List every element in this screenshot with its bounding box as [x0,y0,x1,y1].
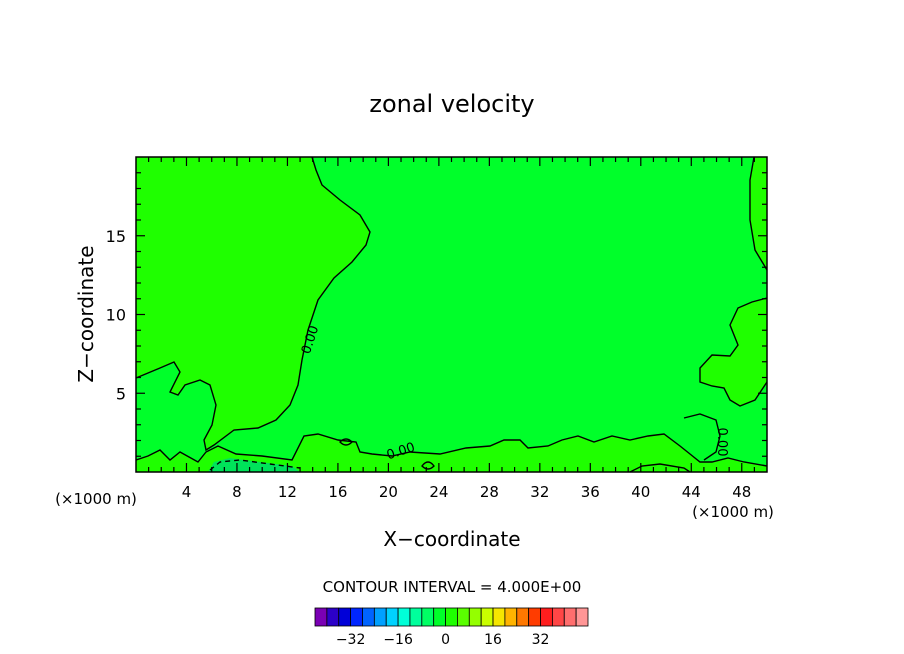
x-axis-ticks: 4 8 12 16 20 24 28 32 36 40 44 48 [148,157,755,501]
colorbar-tick-label: −32 [336,632,366,648]
colorbar-swatch [575,607,589,627]
colorbar-swatch [563,607,577,627]
small-closed-contour-2 [339,438,353,446]
zero-contour-right-lower [683,413,721,461]
x-unit-right: (×1000 m) [692,503,774,521]
y-axis-label: Z−coordinate [74,245,98,382]
chart-title: zonal velocity [369,90,534,118]
small-closed-contour-1 [421,461,435,470]
colorbar-swatch [350,607,363,627]
x-tick-label: 40 [631,483,650,501]
colorbar-swatch [516,607,530,627]
colorbar-swatch [421,607,435,627]
x-unit-left: (×1000 m) [55,490,137,508]
y-tick-label: 15 [106,227,126,246]
colorbar-swatch [540,607,553,627]
x-tick-label: 20 [379,483,398,501]
colorbar-swatch [397,607,411,627]
colorbar-swatch [326,607,340,627]
x-tick-label: 16 [328,483,347,501]
colorbar-swatch [373,607,387,627]
colorbar-swatch [433,607,446,627]
colorbar-swatch [362,607,375,627]
contour-lines [135,156,768,473]
plot-area: 0.00 0.00 0.00 4 8 12 16 20 24 28 32 36 40 44 48 51… [106,156,768,501]
x-tick-label: 12 [278,483,297,501]
colorbar-swatch [480,607,494,627]
positive-region-upper-left [136,157,370,450]
colorbar-swatch [385,607,399,627]
colorbar-tick-label: 0 [441,632,450,648]
x-tick-label: 44 [682,483,701,501]
zero-contour-upper-left [135,156,371,452]
colorbar-swatch [314,607,328,627]
colorbar-swatch [409,607,423,627]
colorbar-swatch [551,607,565,627]
negative-patch-bottom [208,458,300,472]
colorbar-tick-label: −16 [383,632,413,648]
x-tick-label: 8 [232,483,242,501]
colorbar: −32 −16 0 16 32 [314,607,589,648]
y-tick-label: 10 [106,306,126,325]
colorbar-swatch [457,607,470,627]
contour-interval-text: CONTOUR INTERVAL = 4.000E+00 [323,578,582,596]
inner-contour-bottom-right [629,463,691,473]
colorbar-swatch [528,607,541,627]
x-tick-label: 28 [480,483,499,501]
x-axis-label: X−coordinate [383,527,520,551]
colorbar-tick-label: 16 [484,632,502,648]
x-tick-label: 36 [581,483,600,501]
zero-contour-right-upper [749,156,768,271]
colorbar-swatch [338,607,352,627]
negative-contour-dashed [209,459,301,471]
zero-contour-right-middle [699,297,768,407]
colorbar-swatch [504,607,518,627]
y-tick-label: 5 [116,384,126,403]
x-tick-label: 24 [429,483,448,501]
colorbar-tick-label: 32 [532,632,550,648]
colorbar-swatch [445,607,458,627]
colorbar-swatch [492,607,506,627]
x-tick-label: 48 [732,483,751,501]
contour-label-3: 0.00 [714,428,729,457]
y-axis-ticks: 5 10 15 [106,172,767,457]
colorbar-swatch [468,607,482,627]
positive-region-bottom-band [136,434,767,472]
x-tick-label: 4 [182,483,192,501]
x-tick-label: 32 [530,483,549,501]
zero-contour-bottom [135,433,768,467]
